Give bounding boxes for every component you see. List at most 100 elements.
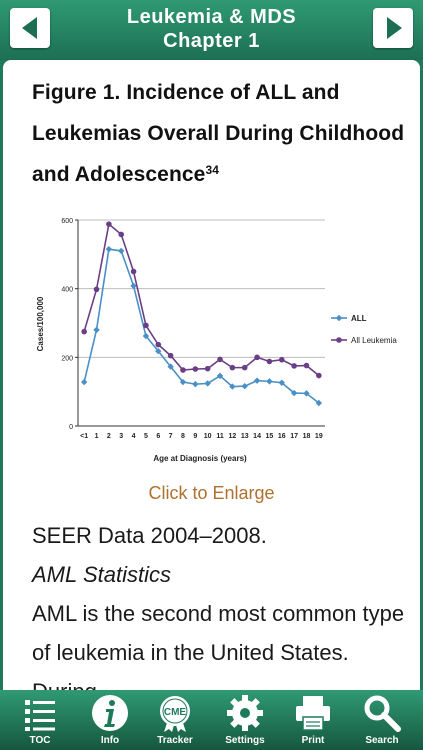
x-tick-label: 17 <box>290 433 298 440</box>
content-panel[interactable]: Figure 1. Incidence of ALL and Leukemias… <box>3 60 420 690</box>
data-point-all-leukemia <box>130 268 137 275</box>
tab-settings[interactable]: Settings <box>210 690 280 750</box>
title-line-1: Leukemia & MDS <box>126 6 297 28</box>
bottom-tab-bar: TOC Info CME Tracker Setti <box>0 690 423 750</box>
data-point-all-leukemia <box>217 356 223 363</box>
forward-button[interactable] <box>373 8 413 48</box>
y-tick-label: 400 <box>61 287 73 294</box>
section-heading: AML Statistics <box>32 562 171 587</box>
data-point-all <box>93 326 100 334</box>
data-point-all-leukemia <box>180 367 186 373</box>
data-point-all <box>105 245 113 253</box>
data-point-all <box>204 380 211 387</box>
data-point-all-leukemia <box>81 328 87 335</box>
tab-info[interactable]: Info <box>75 690 145 750</box>
tab-toc[interactable]: TOC <box>5 690 75 750</box>
data-point-all <box>315 399 323 407</box>
x-tick-label: 1 <box>95 433 99 440</box>
printer-icon <box>296 696 330 731</box>
data-point-all <box>278 379 285 386</box>
right-arrow-icon <box>387 17 402 39</box>
tab-info-label: Info <box>100 735 120 746</box>
data-point-all-leukemia <box>118 231 125 238</box>
chart-series <box>80 221 323 407</box>
data-point-all <box>80 378 88 386</box>
data-point-all <box>179 378 187 386</box>
x-tick-label: 10 <box>204 433 212 440</box>
x-tick-label: 5 <box>144 433 148 440</box>
data-point-all-leukemia <box>106 221 112 227</box>
svg-text:CME: CME <box>164 707 187 718</box>
data-point-all-leukemia <box>155 341 162 348</box>
y-tick-label: 0 <box>69 424 73 431</box>
x-tick-label: 14 <box>253 433 261 440</box>
data-point-all <box>290 389 298 397</box>
x-tick-label: 6 <box>156 433 160 440</box>
x-tick-label: 4 <box>132 433 136 440</box>
tab-settings-label: Settings <box>225 735 265 746</box>
data-point-all <box>142 332 150 340</box>
click-to-enlarge-link[interactable]: Click to Enlarge <box>148 483 275 503</box>
x-tick-label: 8 <box>181 433 185 440</box>
data-point-all-leukemia <box>143 322 149 329</box>
legend-label: ALL <box>351 314 367 323</box>
data-point-all-leukemia <box>229 364 236 371</box>
data-point-all <box>130 282 137 290</box>
info-icon <box>92 695 128 731</box>
x-tick-label: 3 <box>119 433 123 440</box>
back-button[interactable] <box>10 8 50 48</box>
data-point-all-leukemia <box>192 366 199 372</box>
data-point-all-leukemia <box>266 358 273 365</box>
data-point-all-leukemia <box>303 362 310 369</box>
legend-label: All Leukemia <box>351 336 397 345</box>
paragraph-line-2: of leukemia in the United States. During <box>32 640 349 690</box>
legend-marker <box>336 337 342 343</box>
x-tick-label: 9 <box>193 433 197 440</box>
data-point-all <box>266 378 273 385</box>
series-line-all-leukemia <box>83 222 320 377</box>
data-point-all <box>216 372 224 380</box>
y-axis-label: Cases/100,000 <box>36 296 45 351</box>
body-text: SEER Data 2004–2008. AML Statistics AML … <box>32 516 412 690</box>
data-point-all-leukemia <box>316 372 322 379</box>
gear-icon <box>227 695 263 731</box>
data-point-all <box>118 247 125 255</box>
legend-marker <box>335 314 343 322</box>
figure-title-text: Figure 1. Incidence of ALL and Leukemias… <box>32 81 405 186</box>
tab-print[interactable]: Print <box>278 690 348 750</box>
x-tick-label: 15 <box>266 433 274 440</box>
data-point-all <box>229 383 236 390</box>
source-note: SEER Data 2004–2008. <box>32 523 267 548</box>
tab-search-label: Search <box>365 735 399 746</box>
data-point-all-leukemia <box>254 354 260 361</box>
x-tick-label: <1 <box>80 433 88 440</box>
data-point-all <box>192 380 199 388</box>
x-tick-label: 19 <box>315 433 323 440</box>
series-line-all <box>83 248 320 404</box>
data-point-all-leukemia <box>278 356 285 363</box>
tab-search[interactable]: Search <box>347 690 417 750</box>
y-tick-label: 600 <box>61 218 73 225</box>
chart-legend: ALL All Leukemia <box>331 314 397 345</box>
paragraph-line-1: AML is the second most common type <box>32 601 405 626</box>
data-point-all <box>155 347 162 355</box>
tab-tracker-label: Tracker <box>157 735 193 746</box>
left-arrow-icon <box>22 17 37 39</box>
y-tick-label: 200 <box>61 355 73 362</box>
x-tick-label: 13 <box>241 433 249 440</box>
data-point-all-leukemia <box>241 364 248 371</box>
cme-badge-icon: CME <box>160 696 190 732</box>
x-tick-label: 2 <box>107 433 111 440</box>
top-nav-bar: Leukemia & MDS Chapter 1 <box>0 0 423 60</box>
title-line-2: Chapter 1 <box>163 30 260 52</box>
x-tick-label: 12 <box>228 433 236 440</box>
chart-grid <box>78 219 325 358</box>
data-point-all-leukemia <box>93 286 100 293</box>
figure-reference[interactable]: 34 <box>205 163 220 177</box>
data-point-all <box>253 377 261 384</box>
tab-tracker[interactable]: CME Tracker <box>140 690 210 750</box>
data-point-all-leukemia <box>204 365 211 372</box>
x-tick-label: 18 <box>303 433 311 440</box>
